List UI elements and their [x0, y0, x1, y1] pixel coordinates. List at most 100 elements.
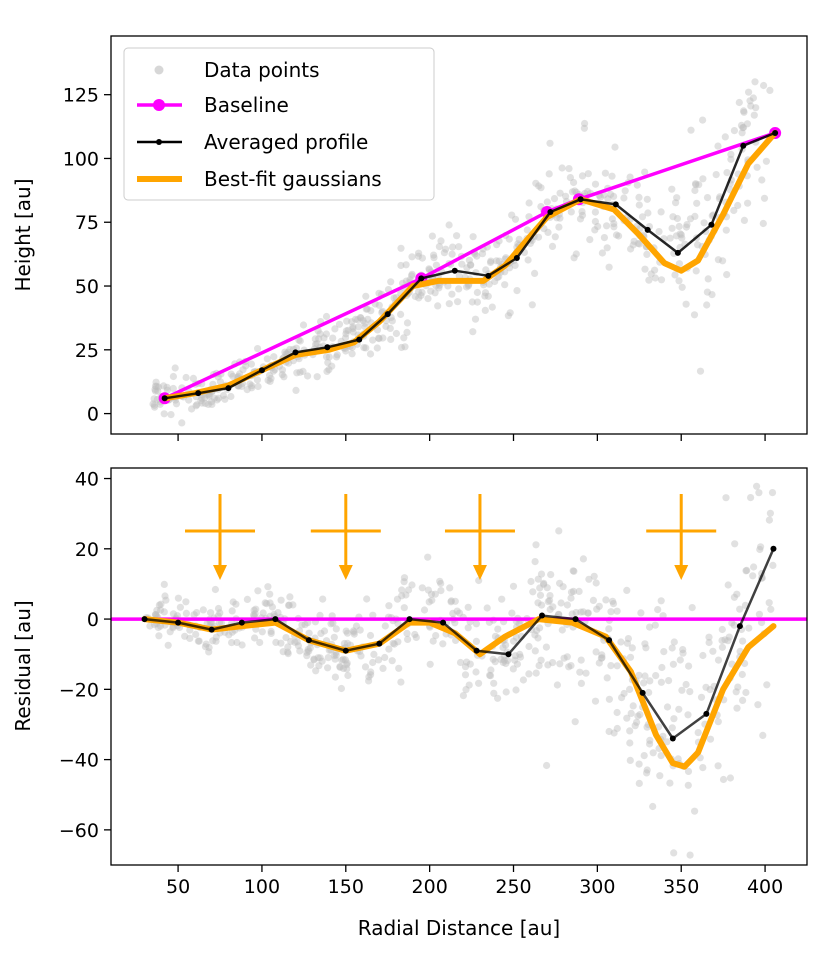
data-point: [434, 302, 442, 310]
averaged-profile-point: [356, 336, 363, 343]
data-point: [736, 605, 744, 613]
data-point: [669, 213, 677, 221]
data-point: [605, 695, 614, 703]
data-point: [730, 127, 739, 135]
data-point: [336, 663, 344, 671]
data-point: [151, 611, 160, 619]
data-point: [651, 274, 659, 282]
data-point: [730, 206, 738, 215]
data-point: [152, 610, 160, 619]
data-point: [349, 627, 357, 635]
data-point: [712, 171, 720, 179]
data-point: [699, 175, 707, 183]
data-point: [703, 288, 712, 296]
data-point: [531, 558, 539, 566]
data-point: [481, 306, 489, 314]
data-point: [678, 283, 686, 291]
data-point: [529, 588, 537, 596]
data-point: [342, 327, 350, 335]
averaged-profile-point: [577, 196, 584, 203]
data-point: [591, 208, 600, 216]
data-point: [755, 610, 764, 618]
data-point: [325, 353, 333, 361]
data-point: [487, 666, 495, 674]
data-point: [253, 376, 261, 384]
residual-profile-point: [703, 710, 710, 717]
data-point: [605, 263, 613, 271]
data-point: [673, 194, 681, 202]
data-point: [742, 567, 750, 575]
data-point: [387, 278, 395, 286]
data-point: [714, 762, 722, 770]
data-point: [582, 669, 590, 677]
data-point: [229, 598, 237, 606]
data-point: [591, 226, 599, 234]
data-point: [163, 386, 171, 394]
data-point: [475, 576, 483, 585]
data-point: [414, 288, 423, 296]
data-point: [238, 641, 246, 649]
averaged-profile-line: [163, 131, 777, 400]
data-point: [251, 634, 259, 642]
data-point: [209, 637, 217, 645]
data-point: [608, 215, 617, 223]
data-point: [605, 727, 613, 736]
data-point: [502, 641, 510, 649]
data-point: [733, 590, 741, 598]
data-point: [342, 627, 350, 635]
data-point: [212, 633, 220, 641]
data-point: [746, 97, 754, 105]
data-point: [373, 344, 381, 352]
residual-profile-point: [376, 640, 383, 647]
residual-panel: 50 100 150 200 250 300 350 400 −60 −40 −20 0 20 40 R…: [11, 467, 808, 940]
data-point: [751, 78, 759, 86]
data-point: [675, 705, 683, 713]
data-point: [669, 660, 678, 668]
data-point: [718, 643, 727, 651]
data-point: [455, 272, 463, 280]
data-point: [591, 180, 600, 188]
data-point: [613, 662, 621, 670]
bottom-x-ticks: 50 100 150 200 250 300 350 400: [166, 865, 783, 898]
data-point: [243, 595, 251, 604]
data-point: [519, 676, 528, 684]
data-point: [509, 665, 517, 673]
legend-box: [123, 47, 435, 201]
data-point: [437, 587, 445, 595]
data-point: [192, 630, 200, 639]
data-point: [682, 680, 690, 689]
data-point: [624, 635, 633, 643]
data-point: [248, 384, 256, 392]
data-point: [343, 665, 351, 673]
data-point: [199, 606, 207, 614]
data-point: [525, 199, 533, 207]
data-point: [532, 179, 540, 187]
x-tick-label: 250: [495, 876, 531, 898]
data-point: [666, 779, 674, 787]
data-point: [313, 373, 321, 381]
data-point: [394, 638, 402, 646]
data-point: [465, 256, 473, 264]
residual-profile-point: [669, 735, 676, 742]
data-point: [169, 384, 177, 393]
data-point: [397, 678, 405, 686]
data-point: [633, 718, 641, 726]
data-point: [432, 261, 440, 269]
data-point: [459, 692, 467, 700]
data-point: [278, 371, 286, 379]
data-point: [695, 181, 703, 189]
data-point: [536, 624, 544, 632]
data-point: [331, 673, 339, 681]
data-point: [314, 654, 322, 662]
data-point: [446, 584, 454, 592]
data-point: [478, 250, 487, 258]
data-point: [610, 192, 618, 200]
data-point: [397, 310, 405, 318]
data-point: [198, 394, 206, 402]
data-point: [238, 382, 246, 390]
data-point: [593, 605, 601, 613]
data-point: [769, 561, 777, 570]
data-point: [626, 173, 634, 181]
data-point: [535, 182, 543, 190]
data-point: [451, 597, 459, 605]
